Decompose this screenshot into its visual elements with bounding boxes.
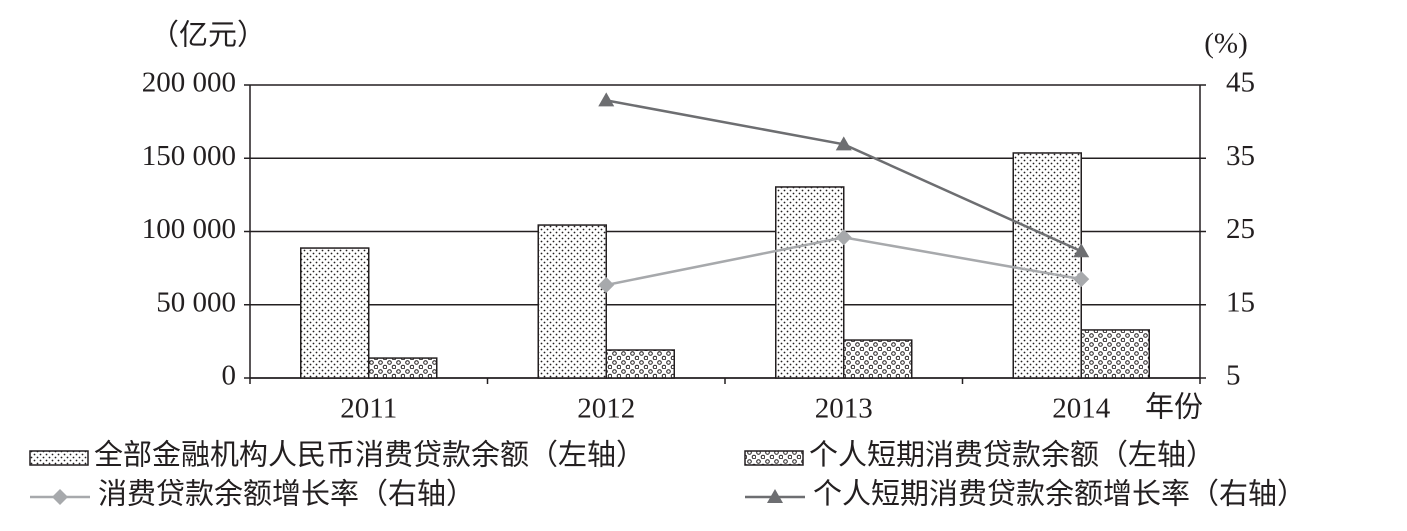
- x-tick-label: 2014: [1052, 393, 1111, 425]
- line-marker: [1073, 271, 1090, 288]
- y-tick-label: 100 000: [142, 213, 236, 245]
- bar: [1012, 152, 1082, 379]
- legend-swatch: [744, 450, 804, 466]
- legend-marker: [52, 489, 68, 505]
- bar: [843, 339, 913, 379]
- y-tick-label: 0: [222, 360, 237, 392]
- bar: [775, 186, 845, 379]
- legend-label: 消费贷款余额增长率（右轴）: [98, 478, 475, 511]
- x-tick-label: 2011: [340, 393, 397, 425]
- x-tick-label: 2012: [577, 393, 635, 425]
- y-axis-unit: （亿元）: [150, 19, 266, 52]
- y2-tick-label: 5: [1226, 360, 1241, 392]
- y2-axis-unit: (%): [1204, 28, 1247, 60]
- bar: [1080, 329, 1150, 379]
- legend-label: 个人短期消费贷款余额增长率（右轴）: [813, 478, 1306, 511]
- legend-swatch: [29, 450, 89, 466]
- line-marker: [598, 276, 615, 293]
- line-marker: [598, 92, 615, 107]
- legend-label: 个人短期消费贷款余额（左轴）: [809, 439, 1215, 472]
- bar: [605, 349, 675, 379]
- bar: [537, 224, 607, 379]
- y-tick-label: 200 000: [142, 67, 236, 99]
- y-tick-label: 150 000: [142, 140, 236, 172]
- y2-tick-label: 15: [1226, 286, 1255, 318]
- bar: [368, 357, 438, 379]
- line-marker: [835, 229, 852, 246]
- x-tick-label: 2013: [815, 393, 873, 425]
- legend-marker: [767, 489, 783, 503]
- x-axis-unit: 年份: [1145, 391, 1203, 424]
- y-tick-label: 50 000: [156, 286, 236, 318]
- y2-tick-label: 45: [1226, 67, 1255, 99]
- bar: [300, 247, 370, 379]
- y2-tick-label: 25: [1226, 213, 1255, 245]
- legend-label: 全部金融机构人民币消费贷款余额（左轴）: [94, 439, 645, 472]
- line-marker: [1073, 243, 1090, 258]
- line-marker: [835, 136, 852, 151]
- y2-tick-label: 35: [1226, 140, 1255, 172]
